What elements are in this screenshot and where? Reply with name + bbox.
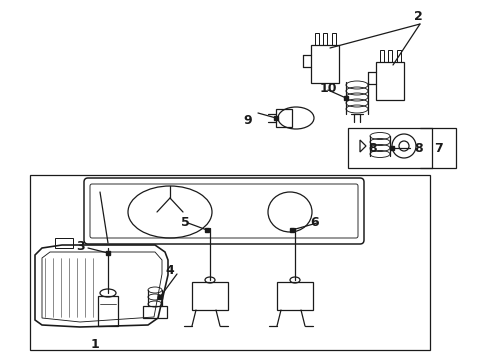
- Bar: [277, 282, 313, 310]
- Bar: [388, 50, 392, 62]
- Bar: [376, 62, 404, 100]
- Text: 3: 3: [75, 240, 84, 253]
- Text: 8: 8: [368, 141, 377, 154]
- Bar: [143, 306, 167, 318]
- Text: 9: 9: [244, 113, 252, 126]
- Bar: [380, 50, 384, 62]
- Bar: [348, 128, 456, 168]
- Bar: [397, 50, 401, 62]
- Bar: [332, 33, 336, 45]
- Text: 10: 10: [319, 81, 337, 94]
- Text: 7: 7: [434, 141, 442, 154]
- Text: 2: 2: [414, 9, 422, 22]
- Bar: [55, 238, 73, 248]
- Text: 6: 6: [311, 216, 319, 229]
- Bar: [192, 282, 228, 310]
- Bar: [315, 33, 319, 45]
- Bar: [311, 45, 339, 83]
- Text: 1: 1: [91, 338, 99, 351]
- Text: 8: 8: [414, 141, 423, 154]
- Bar: [276, 109, 292, 127]
- Bar: [323, 33, 327, 45]
- Bar: [98, 296, 118, 326]
- Text: 4: 4: [166, 264, 174, 276]
- Bar: [30, 175, 430, 350]
- Text: 5: 5: [181, 216, 189, 229]
